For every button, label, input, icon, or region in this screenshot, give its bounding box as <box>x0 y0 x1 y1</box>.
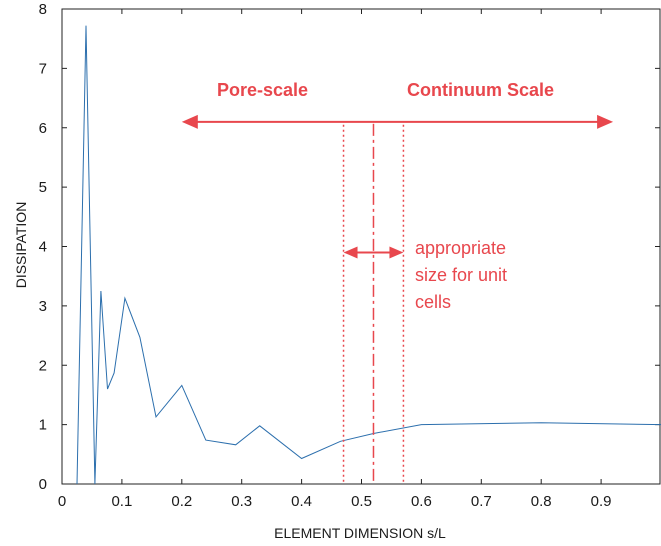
y-tick-label: 5 <box>39 179 47 196</box>
y-tick-label: 1 <box>39 417 47 434</box>
y-tick-label: 4 <box>39 239 47 256</box>
y-tick-label: 3 <box>39 298 47 315</box>
x-tick-label: 0.6 <box>411 493 432 510</box>
x-tick-label: 0 <box>58 493 66 510</box>
y-tick-label: 0 <box>39 476 47 493</box>
unit-arrow-head-left <box>343 246 358 259</box>
y-tick-label: 6 <box>39 120 47 137</box>
series-layer <box>76 25 661 485</box>
x-tick-label: 0.5 <box>351 493 372 510</box>
unit-cell-label-line-2: size for unit <box>415 265 507 285</box>
unit-cell-label-line-3: cells <box>415 292 451 312</box>
x-axis-title: ELEMENT DIMENSION s/L <box>274 525 446 541</box>
axes <box>61 8 661 485</box>
dissipation-series-line <box>76 25 661 485</box>
continuum-scale-label: Continuum Scale <box>407 80 554 100</box>
y-tick-label: 2 <box>39 357 47 374</box>
y-tick-label: 7 <box>39 60 47 77</box>
y-axis-ticks: 0 1 2 3 4 5 6 7 8 <box>39 1 660 493</box>
x-tick-label: 0.1 <box>111 493 132 510</box>
plot-frame <box>61 8 661 485</box>
scale-arrow-head-left <box>181 114 198 129</box>
unit-cell-label-line-1: appropriate <box>415 238 506 258</box>
pore-scale-label: Pore-scale <box>217 80 308 100</box>
annotations: Pore-scale Continuum Scale appropriate s… <box>181 80 614 484</box>
x-tick-label: 0.8 <box>531 493 552 510</box>
x-tick-label: 0.9 <box>591 493 612 510</box>
y-axis-title: DISSIPATION <box>13 202 29 289</box>
x-tick-label: 0.7 <box>471 493 492 510</box>
x-tick-label: 0.3 <box>231 493 252 510</box>
x-tick-label: 0.4 <box>291 493 312 510</box>
x-tick-label: 0.2 <box>171 493 192 510</box>
x-axis-ticks: 0 0.1 0.2 0.3 0.4 0.5 0.6 0.7 0.8 0.9 <box>58 9 612 510</box>
unit-arrow-head-right <box>389 246 404 259</box>
y-tick-label: 8 <box>39 1 47 18</box>
scale-arrow-head-right <box>597 114 614 129</box>
